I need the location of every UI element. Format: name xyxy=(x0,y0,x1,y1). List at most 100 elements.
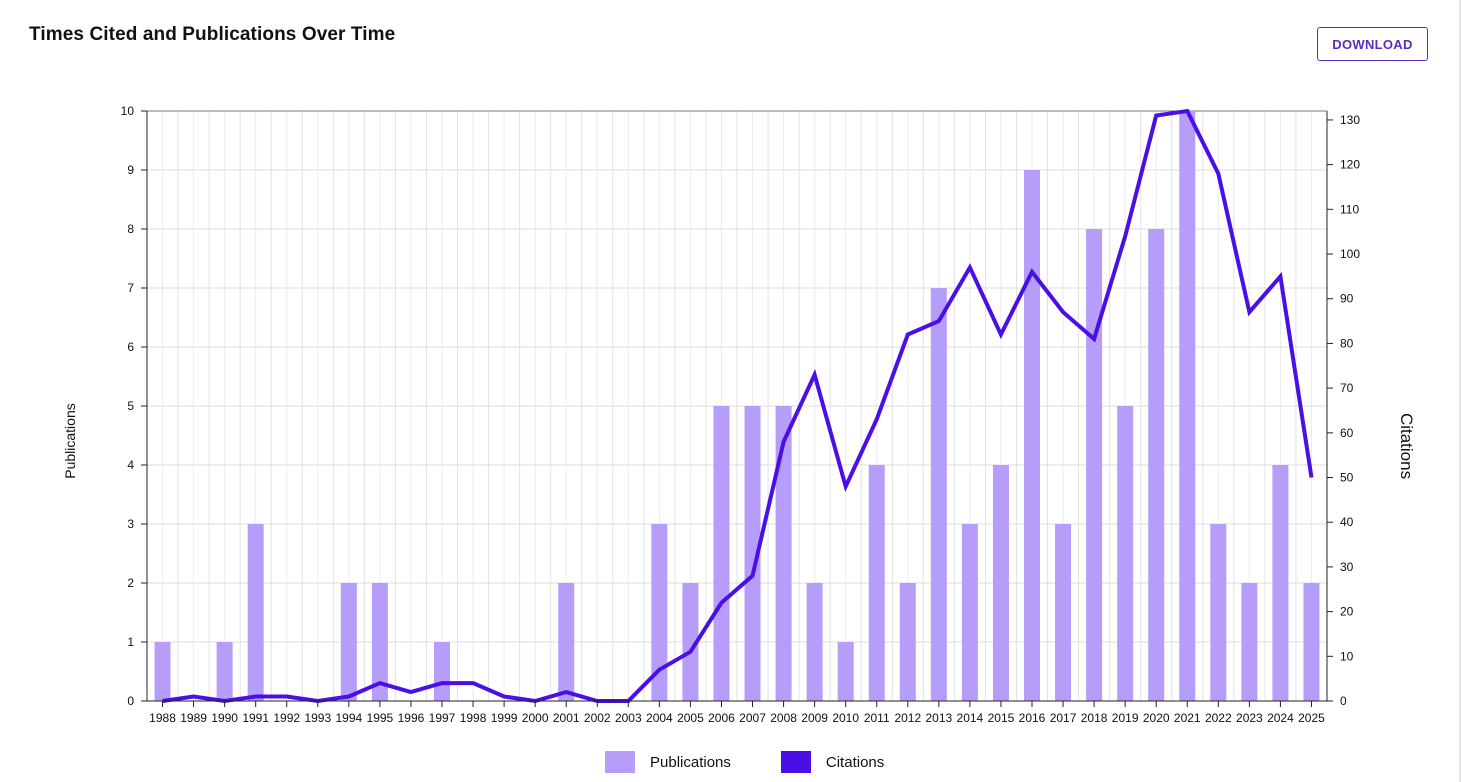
right-axis-title: Citations xyxy=(1397,413,1416,479)
right-tick-label: 60 xyxy=(1340,426,1354,440)
x-tick-label: 2000 xyxy=(522,711,549,725)
x-tick-label: 2005 xyxy=(677,711,704,725)
x-tick-label: 2006 xyxy=(708,711,735,725)
left-tick-label: 3 xyxy=(127,517,134,531)
x-tick-label: 1990 xyxy=(211,711,238,725)
publications-bar xyxy=(1117,406,1134,701)
publications-bar xyxy=(340,583,357,701)
right-tick-label: 20 xyxy=(1340,605,1354,619)
right-tick-label: 130 xyxy=(1340,113,1360,127)
x-tick-label: 1991 xyxy=(242,711,269,725)
x-tick-label: 1988 xyxy=(149,711,176,725)
x-tick-label: 2003 xyxy=(615,711,642,725)
legend-item-publications[interactable]: Publications xyxy=(605,751,731,773)
publications-bar xyxy=(1272,465,1289,701)
publications-bar xyxy=(930,288,947,701)
left-axis-title: Publications xyxy=(62,403,78,479)
download-button[interactable]: DOWNLOAD xyxy=(1317,27,1428,61)
x-tick-label: 2024 xyxy=(1267,711,1294,725)
publications-bar xyxy=(992,465,1009,701)
publications-bar xyxy=(247,524,264,701)
left-tick-label: 2 xyxy=(127,576,134,590)
right-axis-ticks: 0 10 20 30 40 50 60 70 80 90 100 110 120 130 xyxy=(1327,113,1360,708)
left-tick-label: 7 xyxy=(127,281,134,295)
publications-swatch xyxy=(605,751,635,773)
x-tick-label: 2018 xyxy=(1081,711,1108,725)
publications-bar xyxy=(216,642,233,701)
publications-bar xyxy=(434,642,450,701)
x-tick-label: 2002 xyxy=(584,711,611,725)
publications-bar xyxy=(371,583,388,701)
publications-bar xyxy=(1241,583,1258,701)
publications-bar xyxy=(744,406,761,701)
x-tick-label: 2009 xyxy=(801,711,828,725)
x-tick-label: 1994 xyxy=(335,711,362,725)
publications-bar xyxy=(154,642,171,701)
x-tick-label: 1997 xyxy=(429,711,456,725)
right-tick-label: 30 xyxy=(1340,560,1354,574)
x-tick-label: 2011 xyxy=(864,711,890,725)
right-tick-label: 100 xyxy=(1340,247,1360,261)
x-tick-label: 2001 xyxy=(553,711,580,725)
legend-item-citations[interactable]: Citations xyxy=(780,751,885,773)
right-tick-label: 40 xyxy=(1340,515,1354,529)
publications-bar xyxy=(1024,170,1040,701)
right-tick-label: 120 xyxy=(1340,158,1360,172)
left-tick-label: 8 xyxy=(127,222,134,236)
right-tick-label: 70 xyxy=(1340,381,1354,395)
x-tick-label: 2023 xyxy=(1236,711,1263,725)
left-tick-label: 5 xyxy=(127,399,134,413)
x-tick-label: 1996 xyxy=(398,711,425,725)
right-tick-label: 50 xyxy=(1340,471,1354,485)
x-tick-label: 2025 xyxy=(1298,711,1325,725)
x-axis-ticks: 1988 1989 1990 1991 1992 1993 1994 1995 1996 1997… xyxy=(149,701,1325,725)
left-tick-label: 6 xyxy=(127,340,134,354)
x-tick-label: 1995 xyxy=(367,711,394,725)
x-tick-label: 1989 xyxy=(180,711,207,725)
x-tick-label: 2004 xyxy=(646,711,673,725)
publications-bar xyxy=(775,406,792,701)
left-tick-label: 10 xyxy=(121,104,135,118)
publications-bar xyxy=(806,583,823,701)
x-tick-label: 2008 xyxy=(770,711,797,725)
right-tick-label: 80 xyxy=(1340,336,1354,350)
x-tick-label: 1992 xyxy=(273,711,300,725)
right-tick-label: 110 xyxy=(1340,202,1359,216)
x-tick-label: 2007 xyxy=(739,711,766,725)
x-tick-label: 2021 xyxy=(1174,711,1201,725)
publications-bar xyxy=(961,524,978,701)
publications-bar xyxy=(558,583,575,701)
x-tick-label: 2013 xyxy=(925,711,952,725)
publications-bar xyxy=(1303,583,1320,701)
citations-swatch xyxy=(780,751,811,773)
x-tick-label: 2016 xyxy=(1019,711,1046,725)
left-tick-label: 9 xyxy=(127,163,134,177)
left-tick-label: 1 xyxy=(127,635,134,649)
right-tick-label: 90 xyxy=(1340,292,1354,306)
publications-bars xyxy=(154,111,1320,701)
x-tick-label: 2020 xyxy=(1143,711,1170,725)
publications-bar xyxy=(837,642,854,701)
grid-lines xyxy=(146,110,1328,702)
publications-bar xyxy=(1210,524,1227,701)
citations-line xyxy=(162,108,1314,704)
left-axis-ticks: 0 1 2 3 4 5 6 7 8 9 10 xyxy=(121,104,147,708)
x-tick-label: 1993 xyxy=(304,711,331,725)
right-tick-label: 0 xyxy=(1340,694,1347,708)
x-tick-label: 2012 xyxy=(894,711,921,725)
legend-label-citations: Citations xyxy=(825,753,885,771)
publications-bar xyxy=(1179,111,1196,701)
chart-legend: Publications Citations xyxy=(605,751,934,773)
x-tick-label: 2017 xyxy=(1050,711,1077,725)
legend-label-publications: Publications xyxy=(650,753,731,771)
right-tick-label: 10 xyxy=(1340,649,1354,663)
publications-bar xyxy=(651,524,668,701)
x-tick-label: 2019 xyxy=(1112,711,1139,725)
x-tick-label: 2010 xyxy=(832,711,859,725)
x-tick-label: 1999 xyxy=(491,711,518,725)
x-tick-label: 1998 xyxy=(460,711,487,725)
publications-bar xyxy=(868,465,885,701)
publications-bar xyxy=(682,583,699,701)
publications-bar xyxy=(1086,229,1103,701)
